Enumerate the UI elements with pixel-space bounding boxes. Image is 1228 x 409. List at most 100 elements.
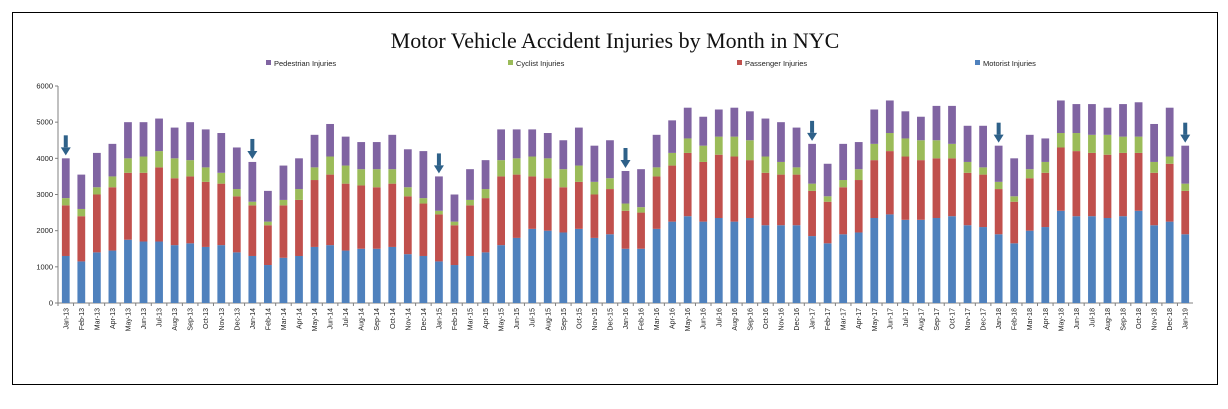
y-tick-label: 3000	[36, 190, 53, 199]
legend-label-pedestrian-injuries: Pedestrian Injuries	[274, 59, 336, 68]
bar-segment-pedestrian-injuries	[621, 170, 630, 204]
bar-segment-passenger-injuries	[823, 201, 832, 244]
bar-segment-cyclist-injuries	[1103, 134, 1112, 155]
bar-segment-motorist-injuries	[1025, 230, 1034, 303]
bar-segment-cyclist-injuries	[217, 172, 226, 184]
bar-segment-pedestrian-injuries	[808, 143, 816, 184]
x-tick-label: Sep-13	[188, 308, 195, 331]
bar-segment-cyclist-injuries	[248, 201, 257, 206]
x-tick-label: Nov-14	[405, 308, 412, 331]
bar-segment-passenger-injuries	[948, 158, 956, 217]
x-tick-label: Jul-18	[1089, 308, 1096, 327]
x-tick-label: Aug-14	[359, 308, 366, 331]
arrow-shaft	[63, 135, 68, 148]
bar-segment-cyclist-injuries	[419, 198, 428, 204]
bar-segment-passenger-injuries	[186, 176, 195, 244]
bar-segment-cyclist-injuries	[777, 161, 785, 175]
bar-segment-pedestrian-injuries	[1088, 104, 1096, 135]
bar-segment-cyclist-injuries	[372, 169, 381, 188]
bar-segment-pedestrian-injuries	[61, 158, 70, 199]
bar-segment-pedestrian-injuries	[994, 145, 1003, 182]
x-tick-label: Aug-13	[172, 308, 179, 331]
bar-segment-pedestrian-injuries	[310, 134, 319, 168]
bar-segment-passenger-injuries	[777, 174, 785, 226]
bars	[61, 100, 1190, 304]
bar-segment-cyclist-injuries	[124, 158, 132, 173]
bar-segment-pedestrian-injuries	[932, 105, 941, 141]
bar-segment-pedestrian-injuries	[870, 109, 879, 144]
x-tick-labels: Jan-13 Feb-13 Mar-13 Apr-13 May-13 Jun-13 Jul-…	[57, 303, 1190, 331]
bar-segment-passenger-injuries	[466, 205, 474, 256]
bar-segment-cyclist-injuries	[155, 151, 163, 168]
bar-segment-motorist-injuries	[683, 216, 692, 303]
bar-segment-cyclist-injuries	[1056, 133, 1065, 148]
bar-segment-motorist-injuries	[528, 228, 537, 303]
x-tick-label: Feb-17	[825, 308, 832, 330]
x-tick-label: Sep-14	[374, 308, 381, 331]
arrow-shaft	[1183, 122, 1188, 135]
bar-segment-pedestrian-injuries	[1165, 107, 1174, 157]
bar-segment-motorist-injuries	[497, 245, 505, 303]
bar-segment-passenger-injuries	[108, 187, 117, 251]
bar-segment-pedestrian-injuries	[901, 111, 910, 139]
x-tick-label: Jan-17	[810, 308, 817, 330]
bar-segment-cyclist-injuries	[792, 167, 801, 175]
x-tick-label: Oct-13	[203, 308, 210, 329]
bar-segment-pedestrian-injuries	[528, 129, 537, 157]
bar-segment-passenger-injuries	[559, 187, 568, 233]
bar-segment-cyclist-injuries	[279, 199, 288, 206]
arrow-markers	[60, 120, 1191, 174]
bar-segment-motorist-injuries	[761, 225, 770, 303]
bar-segment-passenger-injuries	[326, 174, 334, 246]
x-tick-label: Jul-14	[343, 308, 350, 327]
x-tick-label: Nov-17	[965, 308, 972, 331]
x-tick-label: Dec-17	[981, 308, 988, 331]
bar-segment-passenger-injuries	[839, 187, 848, 235]
x-tick-label: Apr-18	[1043, 308, 1050, 329]
chart-frame: Motor Vehicle Accident Injuries by Month…	[12, 12, 1218, 385]
y-tick-label: 6000	[36, 82, 53, 91]
bar-segment-passenger-injuries	[917, 160, 925, 220]
bar-segment-pedestrian-injuries	[155, 118, 163, 152]
bar-segment-pedestrian-injuries	[388, 134, 397, 170]
x-tick-label: Oct-15	[576, 308, 583, 329]
bar-segment-motorist-injuries	[917, 219, 925, 303]
bar-segment-cyclist-injuries	[1181, 183, 1190, 191]
legend-swatch-cyclist-injuries	[508, 60, 513, 65]
x-tick-label: Jan-14	[250, 308, 257, 330]
bar-segment-pedestrian-injuries	[917, 116, 925, 141]
x-tick-label: Jan-16	[623, 308, 630, 330]
bar-segment-passenger-injuries	[497, 176, 505, 246]
bar-segment-cyclist-injuries	[948, 143, 956, 159]
bar-segment-motorist-injuries	[108, 250, 117, 303]
bar-segment-pedestrian-injuries	[543, 133, 552, 159]
bar-segment-motorist-injuries	[435, 261, 443, 303]
bar-segment-motorist-injuries	[559, 232, 568, 303]
bar-segment-cyclist-injuries	[808, 183, 816, 191]
bar-segment-passenger-injuries	[1056, 147, 1065, 211]
bar-segment-passenger-injuries	[808, 190, 816, 237]
bar-segment-motorist-injuries	[170, 245, 179, 303]
bar-segment-motorist-injuries	[248, 255, 257, 303]
bar-segment-pedestrian-injuries	[1041, 138, 1050, 162]
bar-segment-passenger-injuries	[372, 187, 381, 249]
bar-segment-cyclist-injuries	[574, 165, 583, 182]
bar-segment-motorist-injuries	[326, 245, 334, 303]
bar-segment-cyclist-injuries	[403, 187, 412, 197]
bar-segment-motorist-injuries	[124, 239, 132, 303]
bar-segment-pedestrian-injuries	[279, 165, 288, 200]
x-tick-label: May-18	[1058, 308, 1065, 331]
arrow-marker-jan-18	[993, 122, 1004, 143]
bar-segment-cyclist-injuries	[746, 140, 754, 161]
x-tick-label: Mar-15	[468, 308, 475, 330]
arrow-shaft	[623, 147, 628, 160]
bar-segment-motorist-injuries	[1072, 216, 1081, 303]
bar-segment-cyclist-injuries	[528, 156, 537, 177]
bar-segment-passenger-injuries	[885, 151, 894, 215]
bar-segment-motorist-injuries	[155, 241, 163, 303]
bar-segment-passenger-injuries	[341, 183, 350, 251]
bar-segment-cyclist-injuries	[994, 181, 1003, 190]
bar-segment-motorist-injuries	[979, 227, 987, 303]
bar-segment-pedestrian-injuries	[792, 127, 801, 168]
bar-segment-pedestrian-injuries	[326, 123, 334, 157]
